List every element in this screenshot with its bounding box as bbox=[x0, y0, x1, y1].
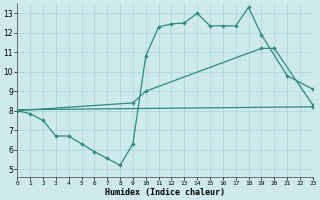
X-axis label: Humidex (Indice chaleur): Humidex (Indice chaleur) bbox=[105, 188, 225, 197]
